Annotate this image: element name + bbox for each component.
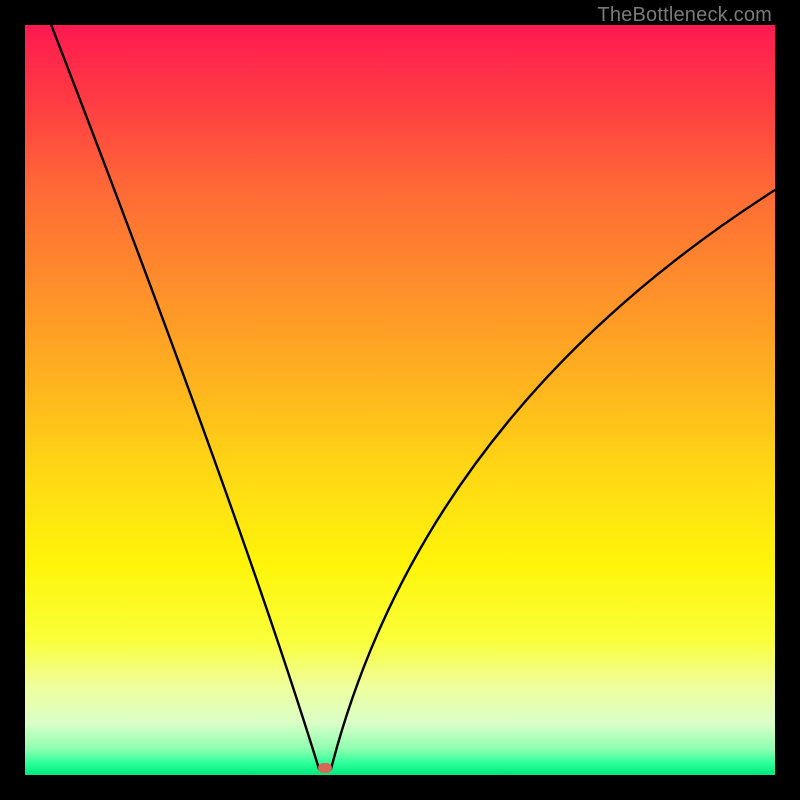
plot-area <box>25 25 775 775</box>
valley-marker <box>318 763 332 773</box>
watermark-text: TheBottleneck.com <box>597 4 772 27</box>
bottleneck-curve <box>25 25 775 775</box>
chart-frame: TheBottleneck.com <box>0 0 800 800</box>
curve-right-branch <box>331 190 775 769</box>
curve-left-branch <box>51 25 319 769</box>
